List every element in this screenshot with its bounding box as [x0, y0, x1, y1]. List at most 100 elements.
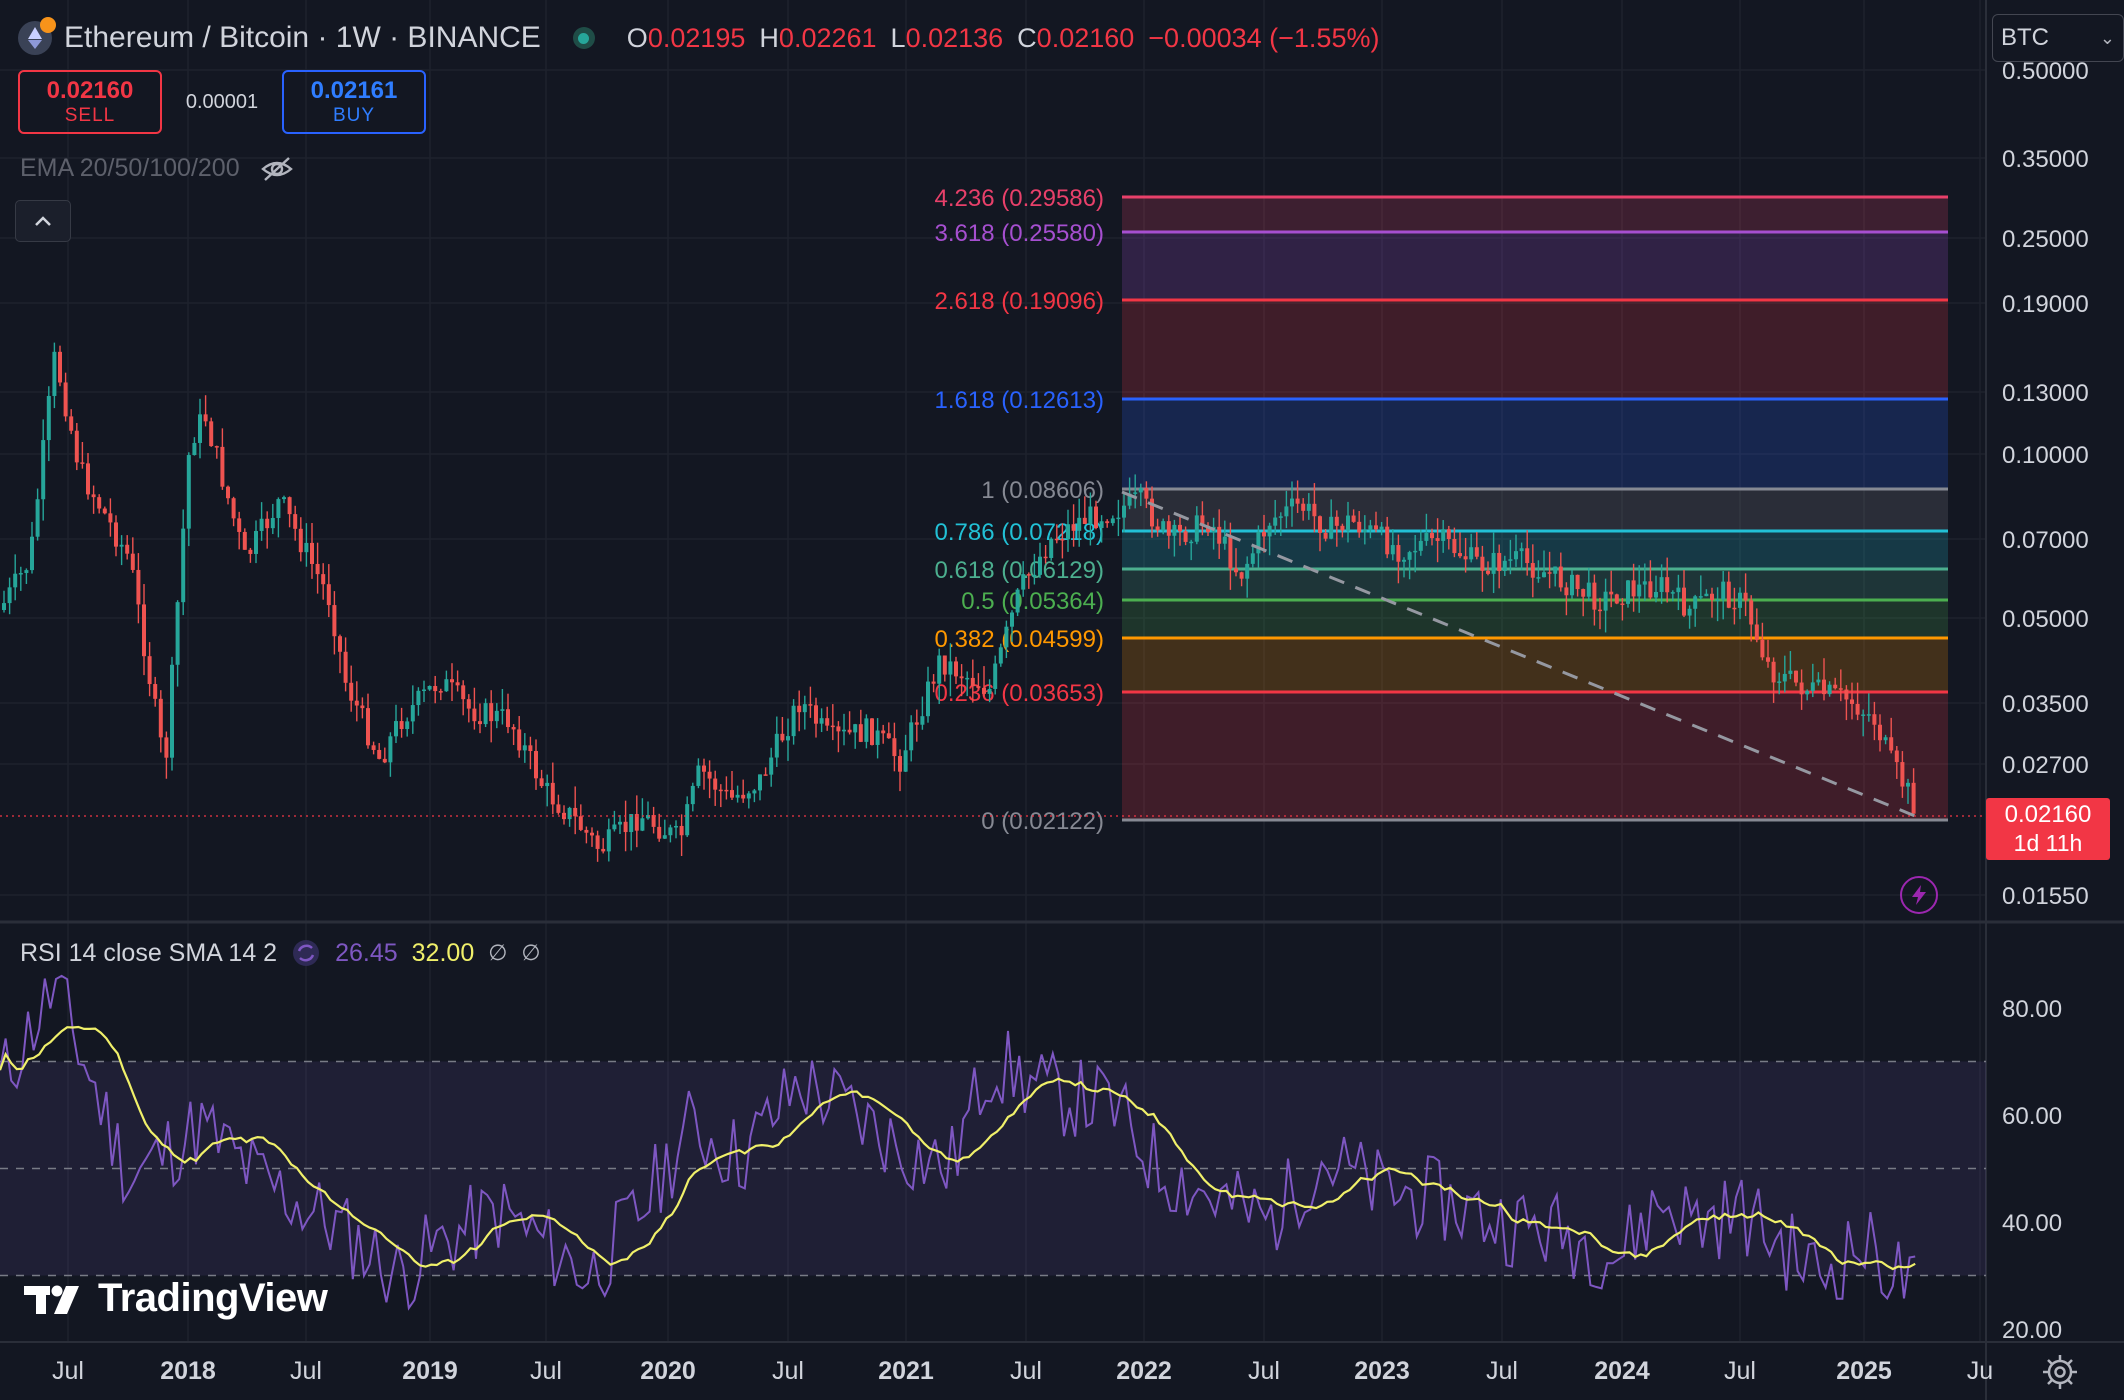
- candle-body: [1071, 524, 1076, 531]
- rsi-indicator-label[interactable]: RSI 14 close SMA 14 2: [20, 938, 278, 967]
- candle-body: [399, 721, 404, 729]
- candle-body: [237, 518, 242, 532]
- candle-body: [903, 750, 908, 772]
- candle-body: [142, 604, 146, 657]
- candle-body: [1346, 515, 1350, 531]
- time-axis-label: 2024: [1594, 1357, 1650, 1385]
- candle-body: [662, 835, 667, 839]
- candle-body: [1110, 518, 1115, 524]
- candle-body: [282, 497, 286, 500]
- bar-countdown: 1d 11h: [2013, 830, 2083, 856]
- trend-line: [1121, 490, 1921, 820]
- candle-body: [1228, 536, 1233, 569]
- candle-body: [517, 729, 522, 751]
- candle-body: [102, 508, 107, 514]
- candle-body: [489, 703, 494, 722]
- ohlc-high-value: 0.02261: [778, 22, 877, 53]
- candle-body: [332, 605, 337, 637]
- candle-body: [1838, 688, 1843, 690]
- candle-body: [1250, 553, 1255, 564]
- candle-body: [1340, 525, 1345, 531]
- fib-level-label: 3.618 (0.25580): [935, 220, 1104, 247]
- ohlc-values: O 0.02195 H 0.02261 L 0.02136 C 0.02160 −0.0…: [627, 23, 1394, 54]
- candle-body: [170, 664, 174, 758]
- candle-body: [198, 414, 202, 443]
- candle-body: [858, 724, 863, 742]
- fib-zone-band: [1122, 399, 1948, 489]
- buy-button[interactable]: 0.02161 BUY: [282, 70, 426, 134]
- sync-icon[interactable]: [291, 938, 321, 968]
- ohlc-low-key: L: [890, 22, 906, 53]
- candle-body: [707, 771, 712, 779]
- candle-body: [1362, 530, 1367, 533]
- candle-body: [461, 685, 466, 700]
- candle-body: [1603, 591, 1608, 611]
- candle-body: [1670, 592, 1675, 594]
- time-axis-label: Jul: [290, 1357, 322, 1385]
- symbol-title[interactable]: Ethereum / Bitcoin · 1W · BINANCE: [64, 21, 541, 54]
- candle-body: [500, 709, 505, 711]
- rsi-axis-label: 60.00: [2002, 1103, 2062, 1130]
- collapse-legend-button[interactable]: [15, 200, 71, 242]
- candle-body: [718, 789, 723, 792]
- candle-body: [1166, 521, 1171, 536]
- candle-body: [2, 603, 6, 610]
- candle-body: [646, 815, 650, 819]
- candle-body: [315, 563, 320, 575]
- candle-body: [1094, 506, 1098, 529]
- candle-body: [948, 661, 953, 675]
- candle-body: [1799, 682, 1804, 695]
- candle-body: [909, 722, 914, 751]
- candle-body: [674, 825, 678, 828]
- candle-body: [405, 721, 410, 729]
- eye-hidden-icon[interactable]: [260, 155, 294, 183]
- ohlc-change-value: −0.00034 (−1.55%): [1148, 22, 1380, 53]
- rsi-value: 26.45: [335, 938, 398, 967]
- candle-body: [1329, 516, 1334, 539]
- candle-body: [494, 710, 499, 722]
- candle-body: [954, 661, 958, 677]
- candle-body: [1082, 517, 1087, 524]
- candle-body: [1738, 592, 1742, 608]
- candle-body: [270, 517, 275, 529]
- candle-body: [528, 745, 533, 752]
- candle-body: [360, 705, 365, 709]
- candle-body: [769, 757, 774, 775]
- fib-zone-band: [1122, 531, 1948, 569]
- candle-body: [13, 573, 18, 588]
- candle-body: [606, 829, 611, 852]
- candle-body: [1469, 547, 1474, 560]
- candle-body: [158, 698, 163, 738]
- currency-select[interactable]: BTC ⌄: [1992, 14, 2124, 62]
- fib-zone-band: [1122, 489, 1948, 531]
- lightning-icon[interactable]: [1900, 876, 1938, 914]
- candle-body: [1844, 689, 1849, 700]
- time-axis-label: Jul: [1724, 1357, 1756, 1385]
- candle-body: [1402, 559, 1406, 562]
- sell-label: SELL: [64, 105, 116, 126]
- candle-body: [226, 486, 230, 499]
- candle-body: [914, 722, 919, 725]
- candle-body: [371, 745, 376, 750]
- time-axis-label: 2023: [1354, 1357, 1410, 1385]
- candle-body: [1570, 574, 1574, 596]
- fib-level-label: 0.786 (0.07218): [935, 519, 1104, 546]
- candle-body: [1743, 592, 1748, 601]
- settings-gear-icon[interactable]: [2040, 1352, 2080, 1392]
- candle-body: [1710, 593, 1714, 600]
- candle-body: [1178, 524, 1182, 532]
- candle-body: [618, 821, 622, 825]
- candle-body: [1698, 596, 1703, 598]
- candle-body: [690, 785, 695, 805]
- ema-indicator-label[interactable]: EMA 20/50/100/200: [20, 154, 240, 182]
- market-status-icon[interactable]: [572, 27, 595, 49]
- candle-body: [1788, 670, 1793, 674]
- candle-body: [1306, 503, 1311, 511]
- sell-button[interactable]: 0.02160 SELL: [18, 70, 162, 134]
- tradingview-logo[interactable]: TradingView: [24, 1276, 328, 1321]
- candle-body: [1514, 551, 1518, 560]
- candle-body: [998, 647, 1003, 664]
- last-price-tag: 0.02160 1d 11h: [1986, 798, 2110, 860]
- rsi-axis-label: 20.00: [2002, 1317, 2062, 1344]
